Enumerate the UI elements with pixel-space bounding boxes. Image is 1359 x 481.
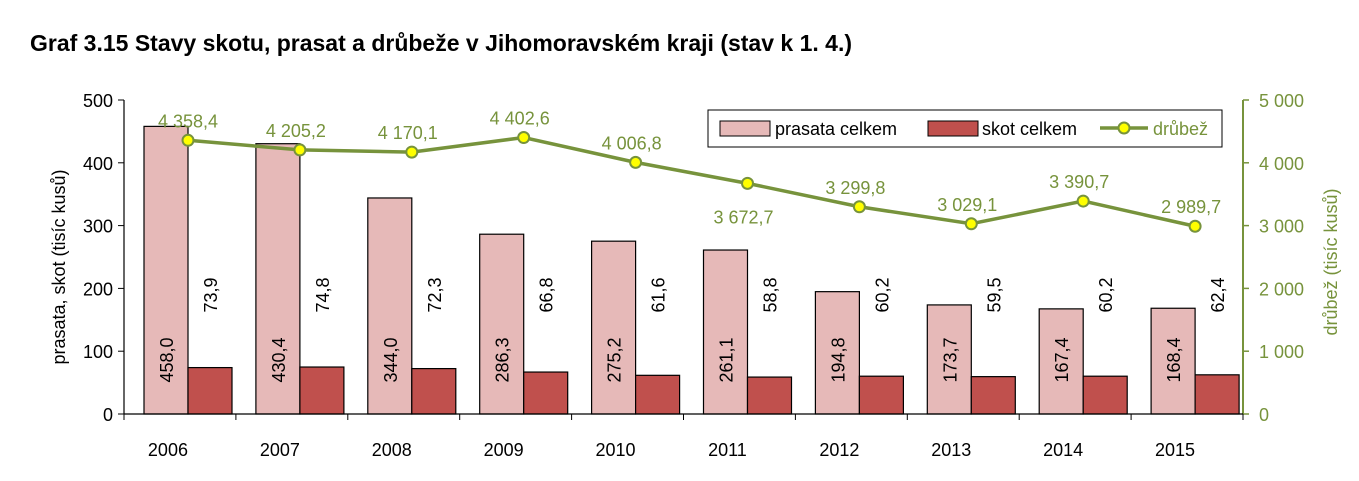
- data-label-skot: 59,5: [984, 277, 1004, 312]
- data-label-prasata: 168,4: [1164, 337, 1184, 382]
- data-label-skot: 66,8: [537, 277, 557, 312]
- point-drubez-2015: [1188, 219, 1202, 233]
- bar-skot-2007: [299, 366, 345, 415]
- y-tick-label-left: 200: [83, 279, 113, 299]
- bar-skot-2012: [858, 375, 905, 415]
- bar-prasata-2011: [702, 249, 749, 415]
- y-tick-label-left: 100: [83, 342, 113, 362]
- data-label-prasata: 344,0: [381, 337, 401, 382]
- bar-prasata-2010: [590, 240, 637, 415]
- bar-skot-2014: [1082, 375, 1128, 415]
- line-drubez: [187, 135, 1196, 228]
- point-drubez-2010: [629, 155, 643, 169]
- y-tick-label-right: 5 000: [1259, 91, 1304, 111]
- data-label-skot: 60,2: [1096, 277, 1116, 312]
- x-tick-label: 2011: [708, 440, 747, 460]
- data-label-skot: 73,9: [201, 277, 221, 312]
- x-tick-label: 2006: [148, 440, 188, 460]
- x-tick-label: 2010: [596, 440, 636, 460]
- bar-skot-2009: [523, 371, 569, 415]
- data-label-drubez: 3 299,8: [825, 178, 885, 198]
- data-label-drubez: 4 358,4: [158, 111, 218, 131]
- y-tick-label-right: 2 000: [1259, 279, 1304, 299]
- data-label-drubez: 4 170,1: [378, 123, 438, 143]
- data-label-skot: 72,3: [425, 277, 445, 312]
- x-tick-label: 2007: [260, 440, 300, 460]
- point-drubez-2008: [405, 145, 419, 159]
- data-label-drubez: 3 672,7: [713, 207, 773, 227]
- data-label-prasata: 430,4: [269, 337, 289, 382]
- data-label-skot: 61,6: [649, 277, 669, 312]
- data-label-skot: 74,8: [313, 277, 333, 312]
- x-tick-label: 2015: [1155, 440, 1195, 460]
- bar-prasata-2006: [143, 125, 189, 415]
- y-tick-label-left: 300: [83, 217, 113, 237]
- legend-label-prasata: prasata celkem: [775, 119, 897, 139]
- y-tick-label-right: 1 000: [1259, 342, 1304, 362]
- data-label-skot: 60,2: [872, 277, 892, 312]
- point-drubez-2013: [964, 217, 978, 231]
- data-label-drubez: 3 029,1: [937, 195, 997, 215]
- data-label-prasata: 458,0: [157, 337, 177, 382]
- x-tick-label: 2013: [931, 440, 971, 460]
- y-tick-label-left: 0: [103, 405, 113, 425]
- point-drubez-2007: [293, 143, 307, 157]
- chart-title: Graf 3.15 Stavy skotu, prasat a drůbeže …: [30, 30, 852, 56]
- legend-marker-drubez: [1117, 121, 1131, 135]
- legend-label-skot: skot celkem: [982, 119, 1077, 139]
- data-label-drubez: 4 205,2: [266, 121, 326, 141]
- x-tick-label: 2009: [484, 440, 524, 460]
- bar-prasata-2007: [255, 143, 301, 415]
- bar-prasata-2015: [1150, 307, 1196, 415]
- data-label-prasata: 173,7: [940, 337, 960, 382]
- point-drubez-2014: [1076, 194, 1090, 208]
- point-drubez-2012: [852, 200, 866, 214]
- bar-skot-2008: [411, 367, 457, 415]
- x-tick-label: 2012: [819, 440, 859, 460]
- y-tick-label-left: 500: [83, 91, 113, 111]
- x-tick-label: 2014: [1043, 440, 1083, 460]
- legend-swatch-prasata: [719, 120, 771, 137]
- bar-prasata-2009: [479, 233, 525, 415]
- bar-prasata-2008: [367, 197, 413, 415]
- bar-skot-2013: [970, 376, 1016, 415]
- y-axis-title-left: prasata, skot (tisíc kusů): [49, 169, 69, 364]
- point-drubez-2011: [741, 176, 754, 190]
- point-drubez-2009: [517, 131, 531, 145]
- bar-skot-2010: [634, 374, 681, 415]
- data-label-prasata: 194,8: [828, 337, 848, 382]
- point-drubez-2006: [181, 133, 195, 147]
- x-tick-label: 2008: [372, 440, 412, 460]
- y-tick-label-right: 0: [1259, 405, 1269, 425]
- data-label-prasata: 167,4: [1052, 337, 1072, 382]
- y-tick-label-left: 400: [83, 154, 113, 174]
- legend-swatch-skot: [927, 120, 979, 137]
- bar-skot-2006: [187, 366, 233, 415]
- data-label-prasata: 275,2: [605, 337, 625, 382]
- data-label-drubez: 3 390,7: [1049, 172, 1109, 192]
- y-tick-label-right: 3 000: [1259, 217, 1304, 237]
- data-label-drubez: 4 006,8: [602, 133, 662, 153]
- data-label-prasata: 286,3: [493, 337, 513, 382]
- data-label-skot: 62,4: [1208, 277, 1228, 312]
- y-tick-label-right: 4 000: [1259, 154, 1304, 174]
- data-label-prasata: 261,1: [717, 337, 737, 382]
- data-label-drubez: 2 989,7: [1161, 197, 1221, 217]
- bar-skot-2015: [1194, 374, 1240, 415]
- y-axis-title-right: drůbež (tisíc kusů): [1321, 188, 1341, 335]
- bar-skot-2011: [746, 376, 793, 415]
- data-label-drubez: 4 402,6: [490, 109, 550, 129]
- data-label-skot: 58,8: [761, 277, 781, 312]
- legend-label-drubez: drůbež: [1153, 119, 1208, 139]
